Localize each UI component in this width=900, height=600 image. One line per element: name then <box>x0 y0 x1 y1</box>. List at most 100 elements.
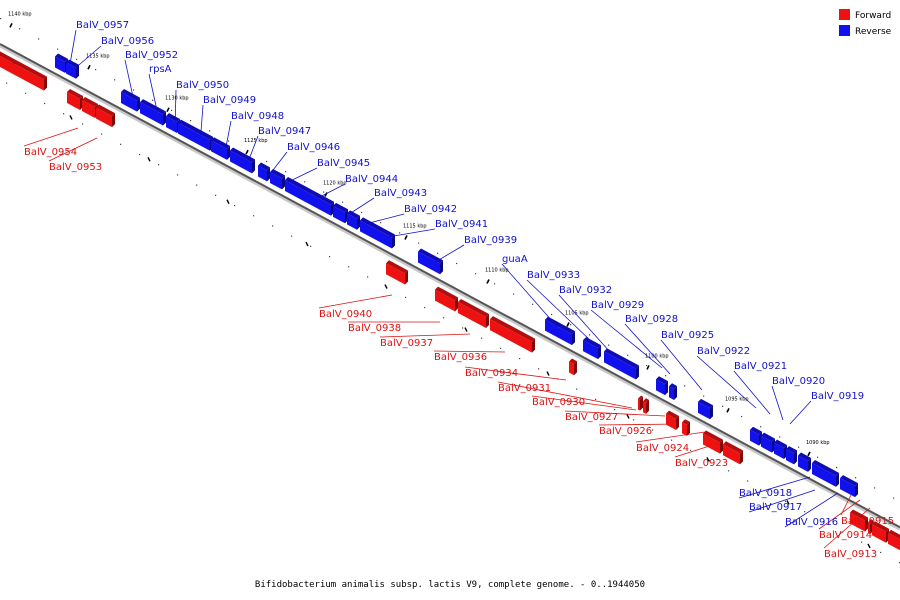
ruler-dot <box>861 541 863 543</box>
gene-BalV_0922[interactable] <box>698 398 713 420</box>
gene-BalV_0953b[interactable] <box>96 104 115 128</box>
gene-BalV_0916b[interactable] <box>798 452 811 472</box>
ruler-dot <box>747 480 749 482</box>
gene-BalV_0928[interactable] <box>656 376 668 396</box>
gene-BalV_0939[interactable] <box>418 248 443 275</box>
leader-line <box>497 381 633 409</box>
gene-BalV_0932[interactable] <box>583 337 601 360</box>
leader-line <box>635 431 706 443</box>
gene-label: BalV_0933 <box>527 270 580 281</box>
minor-tick <box>226 199 230 205</box>
gene-BalV_0925[interactable] <box>669 383 677 400</box>
gene-BalV_0923[interactable] <box>723 441 743 465</box>
leader-line <box>48 137 98 162</box>
gene-BalV_0934[interactable] <box>569 358 577 376</box>
ruler-dot <box>671 439 673 441</box>
gene-BalV_0952[interactable] <box>121 88 140 112</box>
gene-BalV_0946[interactable] <box>258 162 270 182</box>
gene-BalV_0919[interactable] <box>774 439 787 460</box>
gene-label: BalV_0918 <box>739 488 792 499</box>
gene-BalV_0938[interactable] <box>435 286 458 312</box>
ruler-dot <box>804 511 806 513</box>
ruler-dot <box>291 235 293 237</box>
ruler-dot <box>190 120 192 122</box>
gene-BalV_0920[interactable] <box>761 432 775 453</box>
gene-BalV_0941[interactable] <box>360 217 395 249</box>
minor-tick <box>786 500 790 505</box>
gene-BalV_0936[interactable] <box>490 316 535 353</box>
ruler-dot <box>500 347 502 349</box>
gene-BalV_0944[interactable] <box>285 177 334 216</box>
ruler-dot <box>285 171 287 173</box>
tick-label: 1090 kbp <box>806 440 830 446</box>
ruler-dot <box>614 408 616 411</box>
gene-label: BalV_0928 <box>625 314 678 325</box>
ruler-dot <box>228 140 230 142</box>
gene-label: BalV_0947 <box>258 126 311 137</box>
gene-BalV_0924[interactable] <box>703 430 723 454</box>
ruler-dot <box>646 364 648 367</box>
gene-label: rpsA <box>149 64 172 75</box>
gene-BalV_0921[interactable] <box>750 426 762 446</box>
major-tick <box>566 322 570 327</box>
gene-BalV_0948[interactable] <box>211 137 230 160</box>
gene-BalV_0954[interactable] <box>67 88 83 110</box>
minor-tick <box>384 284 388 289</box>
gene-BalV_0915[interactable] <box>850 509 868 532</box>
gene-BalV_0956[interactable] <box>66 59 79 79</box>
ruler-dot <box>367 276 369 278</box>
ruler-dot <box>785 500 787 503</box>
gene-BalV_0954a[interactable] <box>12 59 47 91</box>
gene-BalV_0918b[interactable] <box>840 475 858 498</box>
ruler-dot <box>272 225 274 227</box>
gene-BalV_0919b[interactable] <box>812 460 839 487</box>
gene-BalV_0926[interactable] <box>682 419 690 436</box>
ruler-dot <box>665 375 667 377</box>
gene-BalV_0953[interactable] <box>82 97 98 119</box>
ruler-dot <box>44 102 46 105</box>
ruler-dot <box>57 48 59 50</box>
leader-line <box>598 423 680 426</box>
gene-BalV_0947[interactable] <box>230 147 255 174</box>
gene-label: BalV_0915 <box>841 516 894 527</box>
ruler-dot <box>690 449 692 452</box>
tick-label: 1115 kbp <box>403 223 427 229</box>
gene-label: BalV_0921 <box>734 361 787 372</box>
ruler-dot <box>76 58 78 61</box>
ruler-dot <box>443 317 445 319</box>
tick-label: 1100 kbp <box>645 353 669 359</box>
gene-BalV_0917b[interactable] <box>786 446 797 465</box>
ruler-dot <box>139 153 141 156</box>
gene-BalV_0929[interactable] <box>604 348 639 380</box>
ruler-dot <box>196 184 198 186</box>
ruler-dot <box>95 69 97 71</box>
gene-BalV_0950[interactable] <box>166 113 180 134</box>
gene-label: BalV_0937 <box>380 338 433 349</box>
tick-label: 1135 kbp <box>86 53 110 59</box>
gene-BalV_0933[interactable] <box>545 316 575 346</box>
gene-BalV_0937[interactable] <box>458 298 489 328</box>
gene-label: guaA <box>502 254 528 265</box>
leader-line <box>379 333 471 338</box>
gene-label: BalV_0943 <box>374 188 427 199</box>
gene-BalV_0931[interactable] <box>638 395 643 411</box>
gene-BalV_0913[interactable] <box>888 529 900 552</box>
major-tick <box>166 107 170 113</box>
gene-BalV_0940[interactable] <box>386 260 408 285</box>
tick-label: 1105 kbp <box>565 310 589 316</box>
gene-rpsA[interactable] <box>140 99 166 126</box>
gene-BalV_0927[interactable] <box>666 410 679 431</box>
leader-line <box>433 350 506 353</box>
gene-BalV_0943[interactable] <box>333 202 348 224</box>
legend-reverse-swatch <box>839 25 850 36</box>
gene-BalV_0930[interactable] <box>643 398 649 414</box>
legend-reverse-label: Reverse <box>855 27 892 37</box>
ruler-dot <box>481 337 483 339</box>
ruler-dot <box>38 38 40 40</box>
ruler-dot <box>798 446 800 448</box>
tick-label: 1130 kbp <box>165 96 189 102</box>
gene-BalV_0942[interactable] <box>347 210 360 230</box>
gene-BalV_0945[interactable] <box>270 168 285 190</box>
ruler-dot <box>513 293 515 295</box>
leader-line <box>840 492 853 516</box>
